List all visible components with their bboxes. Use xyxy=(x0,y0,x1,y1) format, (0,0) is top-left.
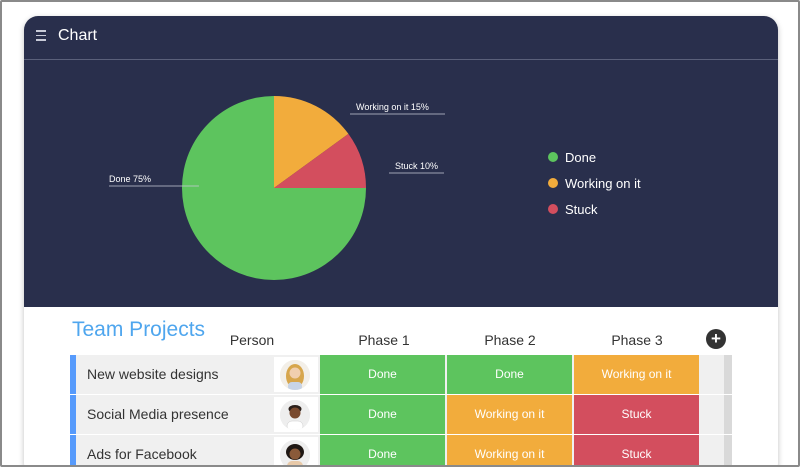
row-group-stripe xyxy=(70,435,76,467)
avatar xyxy=(280,400,310,430)
pie-slice-working[interactable] xyxy=(274,96,349,188)
table-row[interactable]: Ads for Facebook Done Working on it Stuc… xyxy=(70,435,732,467)
item-name[interactable]: Social Media presence xyxy=(87,406,229,422)
chart-header: Chart xyxy=(24,16,778,60)
legend-label: Stuck xyxy=(565,201,598,217)
legend-label: Working on it xyxy=(565,175,641,191)
team-projects-board: Team Projects Person Phase 1 Phase 2 Pha… xyxy=(24,307,778,467)
pie-chart: Done 75% Working on it 15% Stuck 10% xyxy=(109,96,445,280)
row-group-stripe xyxy=(70,395,76,434)
legend-label: Done xyxy=(565,149,597,165)
status-cell-phase-1[interactable]: Done xyxy=(320,435,445,467)
chart-widget: Chart Done 75% Working on it 15% Stuck 10%… xyxy=(24,16,778,307)
table-row[interactable]: Social Media presence Done Working on it… xyxy=(70,395,732,434)
status-cell-phase-2[interactable]: Done xyxy=(447,355,572,394)
item-name[interactable]: Ads for Facebook xyxy=(87,446,197,462)
status-cell-phase-3[interactable]: Stuck xyxy=(574,435,699,467)
column-header-phase-2[interactable]: Phase 2 xyxy=(484,332,536,348)
status-cell-phase-1[interactable]: Done xyxy=(320,355,445,394)
column-header-phase-1[interactable]: Phase 1 xyxy=(358,332,410,348)
status-cell-phase-3[interactable]: Working on it xyxy=(574,355,699,394)
row-group-stripe xyxy=(70,355,76,394)
legend-item-working[interactable]: Working on it xyxy=(548,170,641,196)
column-header-person[interactable]: Person xyxy=(229,332,275,348)
person-cell[interactable] xyxy=(274,437,318,467)
item-name[interactable]: New website designs xyxy=(87,366,219,382)
pie-label-stuck: Stuck 10% xyxy=(395,161,438,171)
avatar xyxy=(280,440,310,467)
avatar xyxy=(280,360,310,390)
status-cell-phase-2[interactable]: Working on it xyxy=(447,435,572,467)
column-header-phase-3[interactable]: Phase 3 xyxy=(611,332,663,348)
chart-title: Chart xyxy=(58,27,98,44)
status-cell-phase-3[interactable]: Stuck xyxy=(574,395,699,434)
row-end-cell xyxy=(724,355,732,394)
pie-slice-stuck[interactable] xyxy=(274,133,366,188)
row-end-cell xyxy=(724,395,732,434)
row-end-cell xyxy=(724,435,732,467)
pie-label-working: Working on it 15% xyxy=(356,102,429,112)
legend-item-done[interactable]: Done xyxy=(548,144,641,170)
status-cell-phase-2[interactable]: Working on it xyxy=(447,395,572,434)
table-row[interactable]: New website designs Done Done Working on… xyxy=(70,355,732,394)
person-cell[interactable] xyxy=(274,357,318,392)
add-column-button[interactable]: + xyxy=(706,329,726,349)
legend-dot-stuck xyxy=(548,204,558,214)
legend-dot-working xyxy=(548,178,558,188)
board-title[interactable]: Team Projects xyxy=(72,318,206,341)
chart-legend: Done Working on it Stuck xyxy=(548,144,641,222)
legend-item-stuck[interactable]: Stuck xyxy=(548,196,641,222)
dashboard-card: Chart Done 75% Working on it 15% Stuck 10%… xyxy=(24,16,778,467)
pie-label-done: Done 75% xyxy=(109,174,151,184)
hamburger-menu-icon[interactable] xyxy=(36,30,48,42)
legend-dot-done xyxy=(548,152,558,162)
person-cell[interactable] xyxy=(274,397,318,432)
status-cell-phase-1[interactable]: Done xyxy=(320,395,445,434)
